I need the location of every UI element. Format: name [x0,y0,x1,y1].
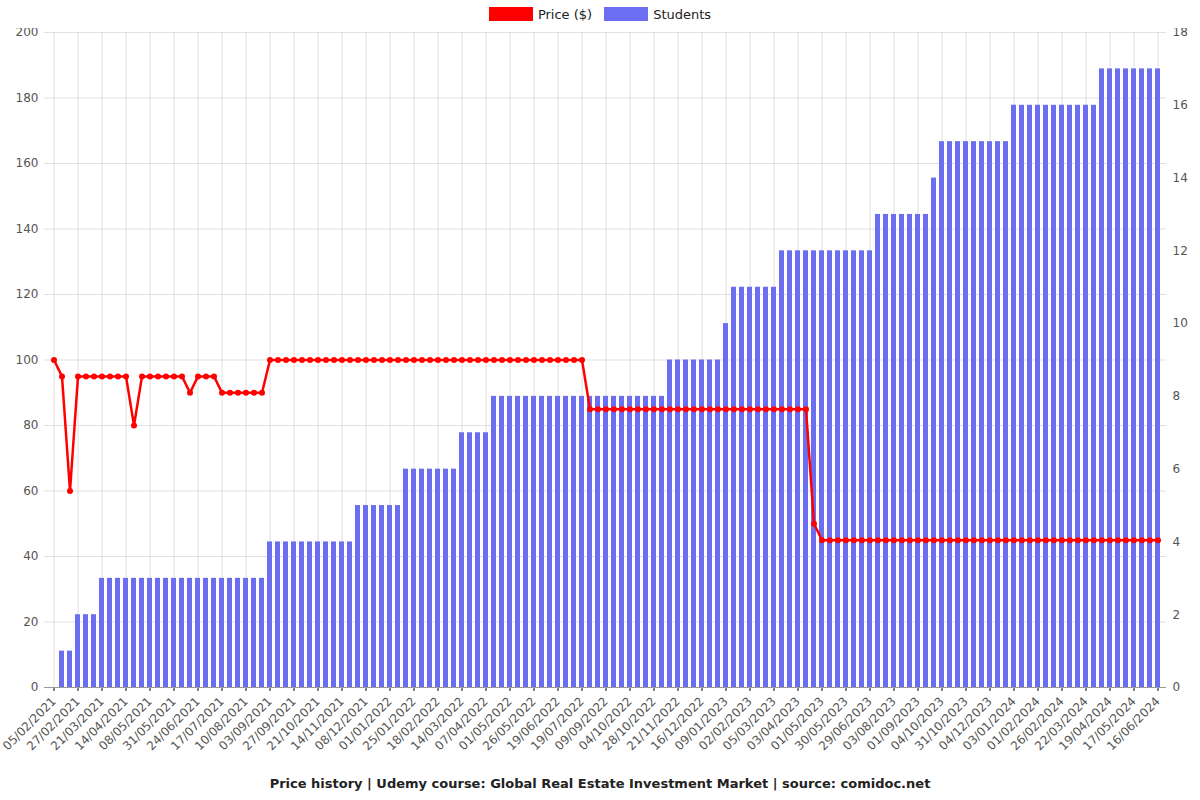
svg-text:180: 180 [16,91,39,105]
svg-text:0: 0 [31,680,39,694]
svg-text:01/05/2022: 01/05/2022 [456,694,515,754]
svg-text:160: 160 [16,156,39,170]
svg-text:120: 120 [16,287,39,301]
svg-text:30/05/2023: 30/05/2023 [792,694,851,754]
svg-text:40: 40 [23,549,38,563]
svg-text:01/02/2024: 01/02/2024 [984,694,1043,754]
svg-text:20: 20 [23,615,38,629]
svg-text:19/06/2022: 19/06/2022 [504,694,563,754]
svg-text:31/05/2021: 31/05/2021 [120,694,179,754]
svg-text:10/08/2021: 10/08/2021 [192,694,251,754]
svg-text:03/01/2024: 03/01/2024 [960,694,1019,754]
svg-text:14/11/2021: 14/11/2021 [288,694,347,754]
svg-text:14: 14 [1173,171,1188,185]
svg-text:4: 4 [1173,535,1181,549]
html-text:Price history | Udemy course:: Price history | Udemy course: Global Rea… [269,776,931,791]
svg-text:12: 12 [1173,244,1188,258]
html-text:Students: Students [653,6,712,22]
svg-text:6: 6 [1173,462,1181,476]
svg-text:21/03/2021: 21/03/2021 [48,694,107,754]
svg-text:8: 8 [1173,389,1181,403]
svg-text:26/02/2024: 26/02/2024 [1008,694,1067,754]
svg-text:200: 200 [16,28,39,39]
svg-text:08/12/2021: 08/12/2021 [312,694,371,754]
svg-text:09/01/2023: 09/01/2023 [672,694,731,754]
svg-text:04/10/2023: 04/10/2023 [888,694,947,754]
svg-text:0: 0 [1173,680,1181,694]
svg-text:60: 60 [23,484,38,498]
svg-text:05/03/2023: 05/03/2023 [720,694,779,754]
svg-text:17/07/2021: 17/07/2021 [168,694,227,754]
svg-text:05/02/2021: 05/02/2021 [0,694,59,754]
svg-text:22/03/2024: 22/03/2024 [1032,694,1091,754]
svg-text:26/05/2022: 26/05/2022 [480,694,539,754]
svg-text:07/04/2022: 07/04/2022 [432,694,491,754]
svg-text:04/12/2023: 04/12/2023 [936,694,995,754]
svg-text:140: 140 [16,222,39,236]
svg-text:17/05/2024: 17/05/2024 [1080,694,1139,754]
svg-text:27/02/2021: 27/02/2021 [24,694,83,754]
html-text:Price ($): Price ($) [537,6,593,22]
svg-text:04/10/2022: 04/10/2022 [576,694,635,754]
svg-text:03/09/2021: 03/09/2021 [216,694,275,754]
svg-text:18/02/2022: 18/02/2022 [384,694,443,754]
svg-text:08/05/2021: 08/05/2021 [96,694,155,754]
svg-text:2: 2 [1173,608,1181,622]
svg-text:01/09/2023: 01/09/2023 [864,694,923,754]
svg-text:16/12/2022: 16/12/2022 [648,694,707,754]
svg-text:19/04/2024: 19/04/2024 [1056,694,1115,754]
svg-text:100: 100 [16,353,39,367]
svg-text:19/07/2022: 19/07/2022 [528,694,587,754]
svg-text:28/10/2022: 28/10/2022 [600,694,659,754]
svg-text:21/10/2021: 21/10/2021 [264,694,323,754]
svg-text:31/10/2023: 31/10/2023 [912,694,971,754]
svg-text:10: 10 [1173,316,1188,330]
svg-text:21/11/2022: 21/11/2022 [624,694,683,754]
svg-text:03/08/2023: 03/08/2023 [840,694,899,754]
svg-text:01/05/2023: 01/05/2023 [768,694,827,754]
svg-text:80: 80 [23,418,38,432]
svg-text:29/06/2023: 29/06/2023 [816,694,875,754]
svg-text:03/04/2023: 03/04/2023 [744,694,803,754]
svg-text:14/03/2022: 14/03/2022 [408,694,467,754]
svg-text:01/01/2022: 01/01/2022 [336,694,395,754]
svg-text:16: 16 [1173,98,1188,112]
svg-text:27/09/2021: 27/09/2021 [240,694,299,754]
svg-text:14/04/2021: 14/04/2021 [72,694,131,754]
svg-text:18: 18 [1173,28,1188,39]
svg-text:02/02/2023: 02/02/2023 [696,694,755,754]
svg-text:25/01/2022: 25/01/2022 [360,694,419,754]
svg-text:24/06/2021: 24/06/2021 [144,694,203,754]
svg-text:09/09/2022: 09/09/2022 [552,694,611,754]
svg-text:16/06/2024: 16/06/2024 [1104,694,1163,753]
